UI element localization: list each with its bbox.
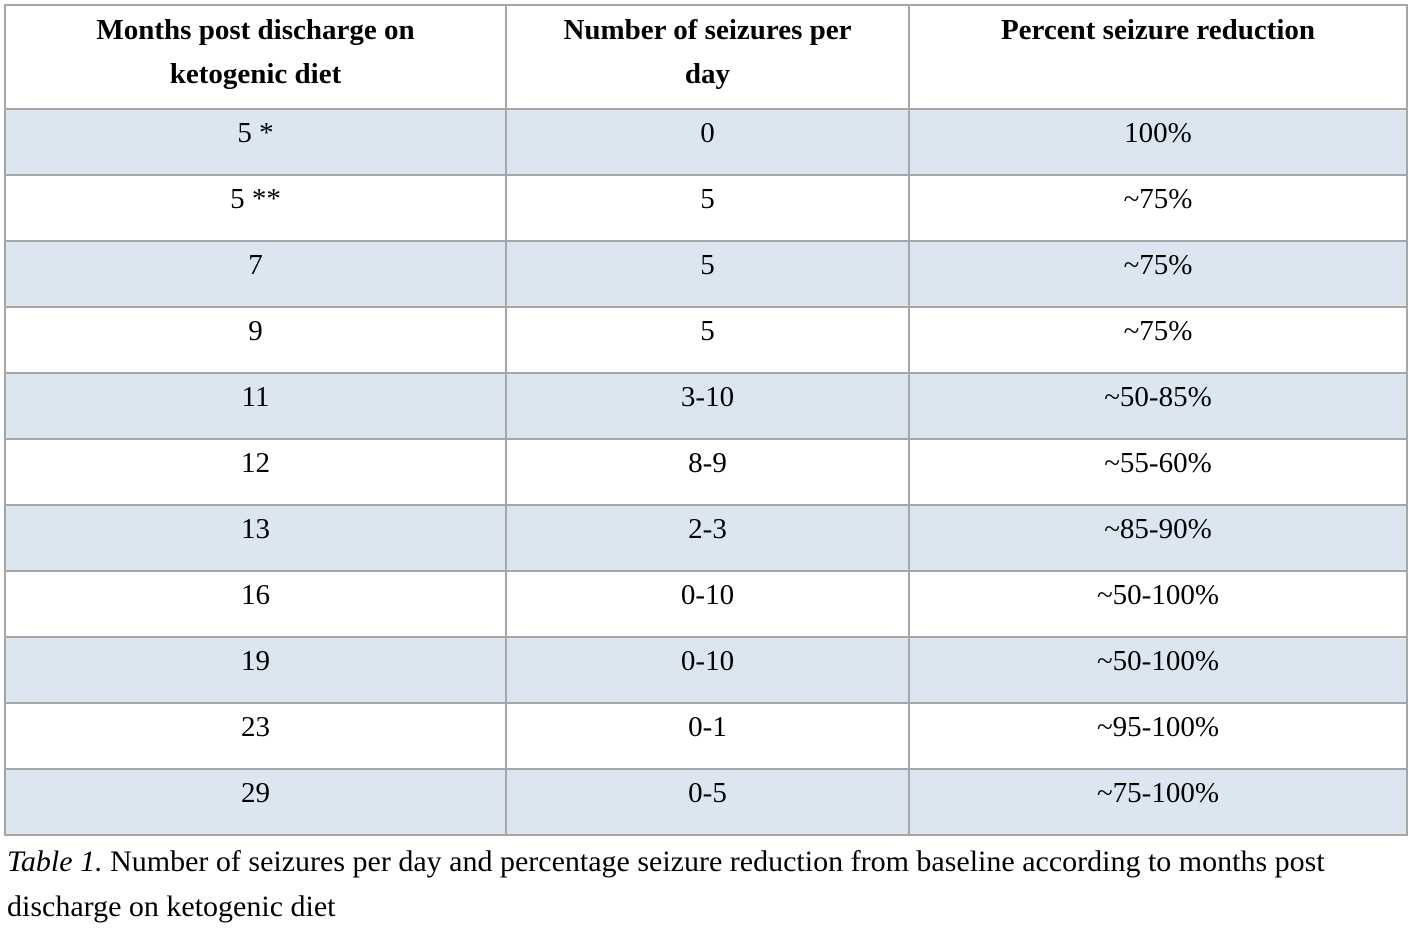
cell-months: 7: [4, 240, 507, 308]
cell-months: 16: [4, 570, 507, 638]
table-header-row: Months post discharge on ketogenic diet …: [4, 4, 1408, 110]
cell-reduction: 100%: [908, 108, 1408, 176]
seizure-table: Months post discharge on ketogenic diet …: [4, 4, 1408, 836]
table-row: 12 8-9 ~55-60%: [4, 438, 1408, 506]
cell-seizures: 5: [505, 174, 910, 242]
column-header-months-post-discharge: Months post discharge on ketogenic diet: [4, 4, 507, 110]
table-row: 7 5 ~75%: [4, 240, 1408, 308]
table-caption: Table 1. Number of seizures per day and …: [4, 839, 1407, 929]
column-header-percent-reduction: Percent seizure reduction: [908, 4, 1408, 110]
cell-months: 11: [4, 372, 507, 440]
cell-reduction: ~85-90%: [908, 504, 1408, 572]
cell-reduction: ~75%: [908, 240, 1408, 308]
cell-seizures: 0: [505, 108, 910, 176]
cell-reduction: ~50-100%: [908, 570, 1408, 638]
column-header-seizures-per-day: Number of seizures per day: [505, 4, 910, 110]
table-body: 5 * 0 100% 5 ** 5 ~75% 7 5 ~75% 9 5 ~75%…: [4, 108, 1408, 836]
cell-seizures: 0-10: [505, 570, 910, 638]
cell-seizures: 2-3: [505, 504, 910, 572]
cell-seizures: 8-9: [505, 438, 910, 506]
cell-reduction: ~50-85%: [908, 372, 1408, 440]
table-row: 5 ** 5 ~75%: [4, 174, 1408, 242]
cell-reduction: ~75%: [908, 306, 1408, 374]
cell-months: 9: [4, 306, 507, 374]
cell-seizures: 3-10: [505, 372, 910, 440]
cell-seizures: 5: [505, 306, 910, 374]
cell-months: 5 *: [4, 108, 507, 176]
cell-months: 29: [4, 768, 507, 836]
table-row: 5 * 0 100%: [4, 108, 1408, 176]
cell-reduction: ~75-100%: [908, 768, 1408, 836]
table-caption-text: Number of seizures per day and percentag…: [7, 845, 1325, 923]
table-caption-label: Table 1.: [7, 845, 103, 878]
cell-reduction: ~50-100%: [908, 636, 1408, 704]
cell-months: 5 **: [4, 174, 507, 242]
cell-months: 12: [4, 438, 507, 506]
table-row: 19 0-10 ~50-100%: [4, 636, 1408, 704]
cell-months: 13: [4, 504, 507, 572]
cell-reduction: ~95-100%: [908, 702, 1408, 770]
cell-seizures: 0-10: [505, 636, 910, 704]
table-row: 29 0-5 ~75-100%: [4, 768, 1408, 836]
table-row: 11 3-10 ~50-85%: [4, 372, 1408, 440]
table-row: 9 5 ~75%: [4, 306, 1408, 374]
cell-seizures: 0-1: [505, 702, 910, 770]
cell-months: 19: [4, 636, 507, 704]
cell-months: 23: [4, 702, 507, 770]
cell-reduction: ~75%: [908, 174, 1408, 242]
cell-seizures: 0-5: [505, 768, 910, 836]
cell-seizures: 5: [505, 240, 910, 308]
cell-reduction: ~55-60%: [908, 438, 1408, 506]
table-row: 13 2-3 ~85-90%: [4, 504, 1408, 572]
table-row: 16 0-10 ~50-100%: [4, 570, 1408, 638]
table-row: 23 0-1 ~95-100%: [4, 702, 1408, 770]
